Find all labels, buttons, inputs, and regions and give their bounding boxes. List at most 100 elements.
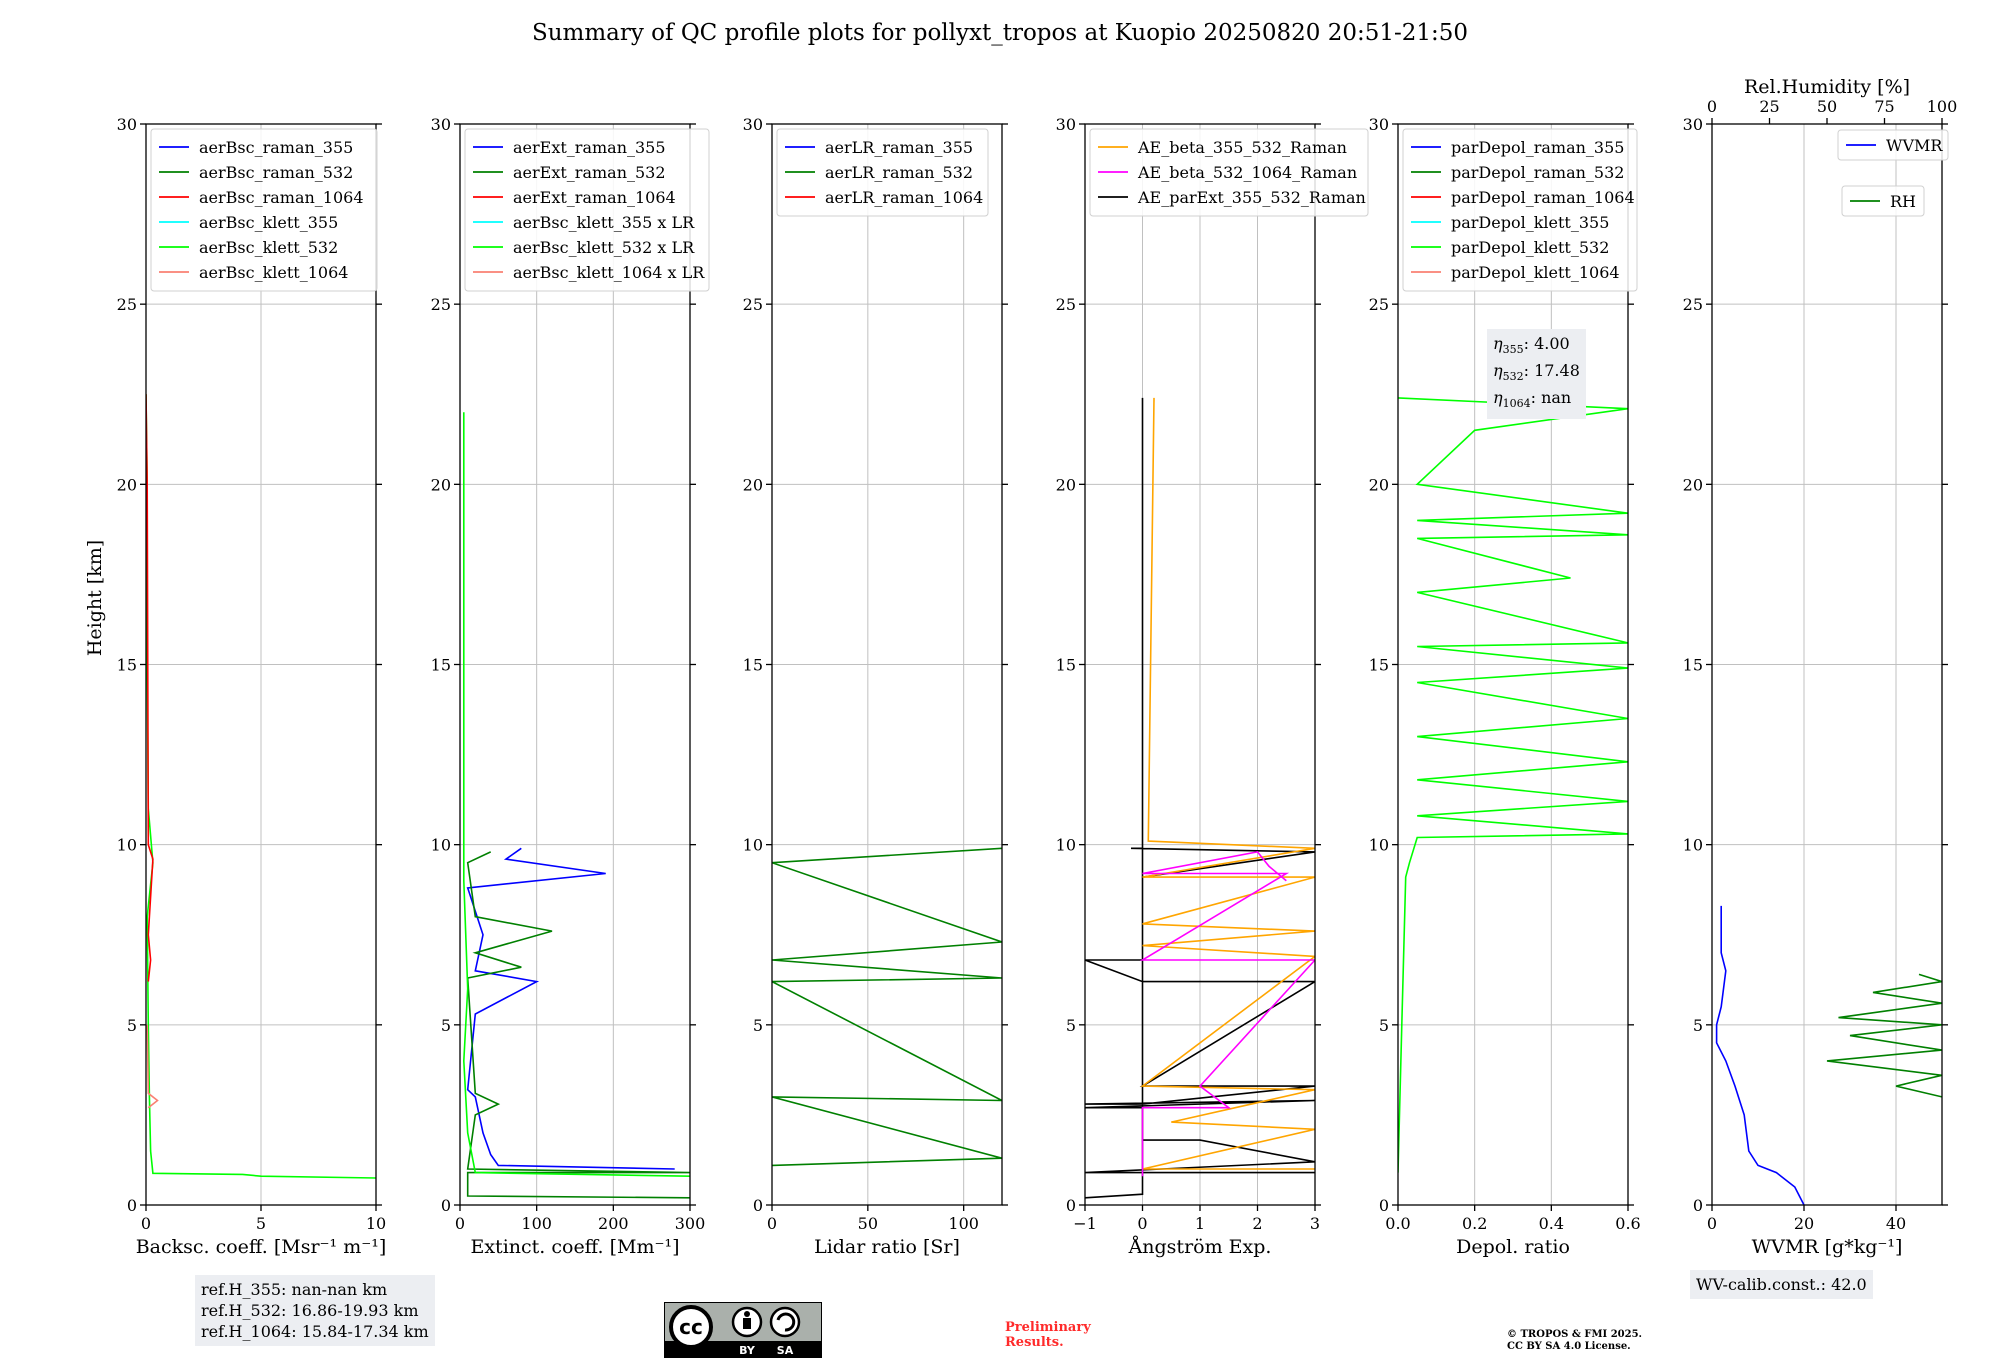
y-tick-label: 10 [1683, 836, 1703, 855]
y-tick-label: 15 [1369, 656, 1389, 675]
legend-box [464, 128, 710, 292]
y-tick-label: 20 [1683, 475, 1703, 494]
legend-box [1402, 128, 1638, 292]
top-x-tick-label: 25 [1759, 97, 1779, 116]
y-tick-label: 25 [431, 295, 451, 314]
y-tick-label: 5 [1693, 1016, 1703, 1035]
legend-label: AE_beta_532_1064_Raman [1137, 163, 1357, 182]
cc-by-sa-logo: cc BY SA [664, 1302, 822, 1358]
ref-height-1064: ref.H_1064: 15.84-17.34 km [201, 1322, 429, 1341]
legend-label: aerBsc_raman_355 [199, 138, 353, 157]
legend-label: aerBsc_raman_1064 [199, 188, 364, 207]
y-tick-label: 5 [441, 1016, 451, 1035]
legend-box [1089, 128, 1369, 217]
series-line-aerBsc_klett_1064 [146, 1024, 159, 1109]
ref-height-532: ref.H_532: 16.86-19.93 km [201, 1301, 419, 1320]
legend-label: AE_parExt_355_532_Raman [1137, 188, 1366, 207]
y-tick-label: 30 [1683, 115, 1703, 134]
eta-box: η355: 4.00 η532: 17.48 η1064: nan [1487, 329, 1586, 419]
y-tick-label: 0 [441, 1196, 451, 1215]
x-tick-label: 0.4 [1539, 1214, 1564, 1233]
legend-label: aerLR_raman_1064 [825, 188, 983, 207]
x-tick-label: 0 [1137, 1214, 1147, 1233]
series-line-parDepol_klett_532 [1398, 397, 1628, 1173]
legend-label: RH [1890, 192, 1916, 211]
legend-box [150, 128, 378, 292]
y-tick-label: 20 [1056, 475, 1076, 494]
series-line-RH [1826, 973, 1942, 1098]
y-tick-label: 20 [1369, 475, 1389, 494]
x-tick-label: 3 [1310, 1214, 1320, 1233]
y-axis-label: Height [km] [84, 540, 106, 656]
ref-height-355: ref.H_355: nan-nan km [201, 1280, 388, 1299]
y-tick-label: 15 [1683, 656, 1703, 675]
y-tick-label: 15 [431, 656, 451, 675]
y-tick-label: 30 [743, 115, 763, 134]
legend-label: WVMR [1886, 136, 1943, 155]
wv-calib-const: WV-calib.const.: 42.0 [1696, 1275, 1867, 1294]
x-tick-label: 0.2 [1462, 1214, 1487, 1233]
x-tick-label: 40 [1886, 1214, 1906, 1233]
legend-label: aerBsc_klett_355 [199, 213, 338, 232]
figure-title: Summary of QC profile plots for pollyxt_… [531, 20, 1469, 46]
y-tick-label: 0 [1693, 1196, 1703, 1215]
series-line-AE_beta_355_532_Raman [1140, 397, 1315, 1170]
x-tick-label: 200 [598, 1214, 629, 1233]
y-tick-label: 20 [743, 475, 763, 494]
series-group [146, 394, 376, 1179]
x-axis-label: Ångström Exp. [1128, 1236, 1272, 1258]
x-tick-label: 2 [1252, 1214, 1262, 1233]
legend-box [776, 128, 989, 217]
y-tick-label: 30 [117, 115, 137, 134]
y-tick-label: 5 [753, 1016, 763, 1035]
y-tick-label: 10 [117, 836, 137, 855]
cc-by-text: BY [739, 1344, 756, 1357]
y-tick-label: 0 [1066, 1196, 1076, 1215]
y-tick-label: 5 [1066, 1016, 1076, 1035]
legend-box [1841, 185, 1925, 217]
y-tick-label: 0 [753, 1196, 763, 1215]
y-tick-label: 10 [431, 836, 451, 855]
legend-label: aerLR_raman_532 [825, 163, 973, 182]
legend-label: parDepol_raman_532 [1451, 163, 1624, 182]
legend-label: aerExt_raman_532 [513, 163, 666, 182]
x-tick-label: 0 [141, 1214, 151, 1233]
cc-sa-text: SA [777, 1344, 794, 1357]
panel-1: 0 5 10 15 20 25 30 0 5 10 Backsc. coeff. [Msr⁻¹ m⁻… [117, 115, 387, 1258]
y-tick-label: 0 [127, 1196, 137, 1215]
x-tick-label: 100 [948, 1214, 979, 1233]
series-line-aerExt_raman_355 [466, 847, 675, 1170]
x-tick-label: 1 [1195, 1214, 1205, 1233]
series-line-WVMR [1715, 905, 1805, 1205]
y-tick-label: 25 [743, 295, 763, 314]
legend-label: aerBsc_klett_1064 [199, 263, 348, 282]
copyright-notice: © TROPOS & FMI 2025. CC BY SA 4.0 Licens… [1507, 1329, 1643, 1352]
legend-label: parDepol_raman_355 [1451, 138, 1624, 157]
y-tick-label: 0 [1379, 1196, 1389, 1215]
x-tick-label: 50 [858, 1214, 878, 1233]
x-axis-label: Extinct. coeff. [Mm⁻¹] [470, 1236, 679, 1258]
x-tick-label: 0 [767, 1214, 777, 1233]
x-tick-label: 20 [1794, 1214, 1814, 1233]
reference-height-box: ref.H_355: nan-nan km ref.H_532: 16.86-1… [195, 1275, 435, 1346]
series-group [772, 847, 1002, 1167]
y-tick-label: 25 [1683, 295, 1703, 314]
series-group [1085, 397, 1315, 1199]
x-axis-label: Lidar ratio [Sr] [814, 1236, 960, 1258]
legend-label: aerExt_raman_355 [513, 138, 666, 157]
series-group [462, 412, 690, 1199]
x-axis-label: Backsc. coeff. [Msr⁻¹ m⁻¹] [136, 1236, 387, 1258]
eta-532: η532: 17.48 [1493, 361, 1580, 384]
series-line-aerBsc_klett_532 x LR [462, 412, 690, 1177]
legend-label: parDepol_klett_1064 [1451, 263, 1620, 282]
x-axis-label: Depol. ratio [1456, 1236, 1570, 1258]
series-line-AE_beta_532_1064_Raman [1139, 851, 1315, 1177]
y-tick-label: 20 [431, 475, 451, 494]
legend-label: aerBsc_klett_355 x LR [513, 213, 695, 232]
y-tick-label: 30 [1369, 115, 1389, 134]
svg-text:cc: cc [679, 1315, 703, 1339]
